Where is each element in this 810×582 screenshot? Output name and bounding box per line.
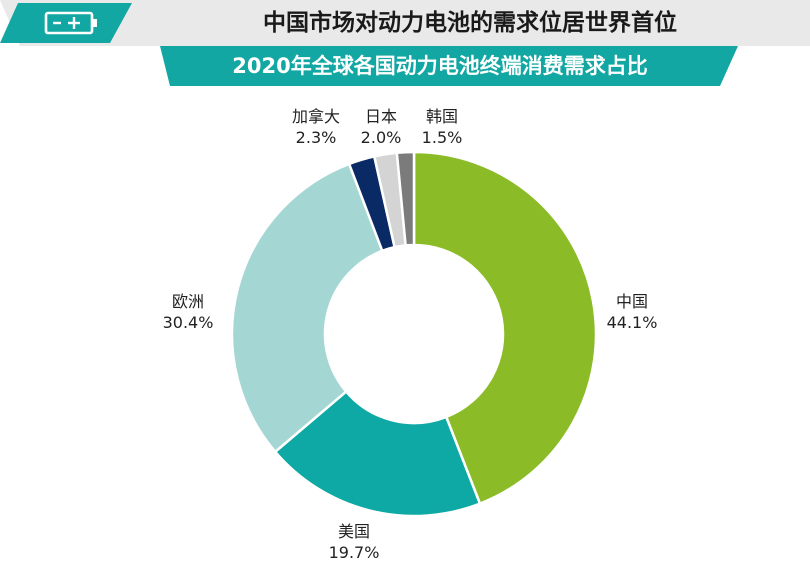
chart-title: 2020年全球各国动力电池终端消费需求占比 [232,54,648,78]
subtitle-band [160,46,738,86]
slice-label-6: 韩国 1.5% [402,106,482,148]
page-title: 中国市场对动力电池的需求位居世界首位 [263,10,677,36]
slice-label-4: 加拿大 2.3% [276,106,356,148]
slice-label-2: 美国 19.7% [314,521,394,563]
slice-value-label: 2.0% [360,128,402,147]
donut-slice-3 [230,162,384,454]
donut-slice-6 [395,150,416,247]
slice-label-1: 中国 44.1% [592,291,672,333]
slice-value-label: 2.3% [295,128,337,147]
slice-label-5: 日本 2.0% [341,106,421,148]
header-bar [0,0,810,46]
battery-icon [44,11,97,35]
donut-slice-1 [412,150,598,505]
slice-value-label: 1.5% [421,128,463,147]
slice-value-label: 19.7% [328,543,380,562]
donut-slice-2 [273,390,482,518]
slice-category-label: 中国 [615,292,648,311]
slice-category-label: 美国 [337,522,370,541]
slice-category-label: 韩国 [425,107,458,126]
slice-value-label: 30.4% [162,313,214,332]
slice-category-label: 加拿大 [291,107,340,126]
slice-category-label: 欧洲 [171,292,204,311]
slice-value-label: 44.1% [606,313,658,332]
header-icon-badge [0,3,132,43]
slice-category-label: 日本 [364,107,397,126]
slice-label-3: 欧洲 30.4% [148,291,228,333]
